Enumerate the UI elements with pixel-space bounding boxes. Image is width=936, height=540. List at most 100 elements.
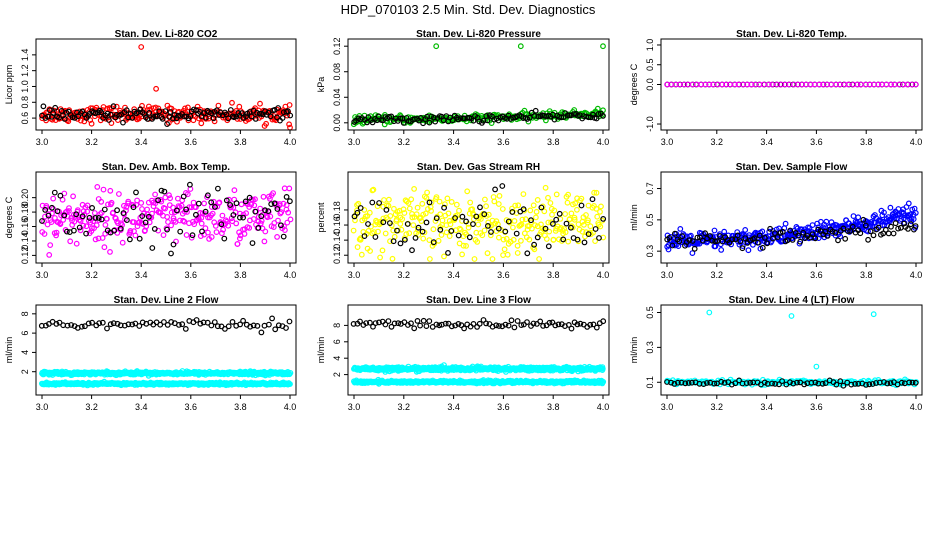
data-point: [107, 187, 114, 194]
data-point: [561, 226, 568, 232]
data-point: [905, 200, 912, 207]
data-point: [367, 319, 373, 326]
data-point: [420, 235, 427, 242]
data-point: [704, 380, 710, 386]
data-point: [552, 322, 559, 329]
panel-4: Stan. Dev. Amb. Box Temp.degrees C3.0 3.2…: [4, 162, 297, 280]
x-tick-label: 3.6: [810, 137, 823, 147]
data-point: [795, 232, 801, 239]
data-point: [526, 114, 533, 121]
data-point: [819, 380, 826, 387]
data-point: [70, 193, 76, 200]
data-point: [581, 239, 588, 246]
y-tick-label: 0.12: [332, 37, 342, 55]
data-point: [160, 232, 167, 239]
data-point: [162, 205, 169, 212]
data-point: [589, 196, 596, 203]
data-point: [761, 379, 768, 386]
data-point: [414, 204, 421, 211]
data-point: [500, 236, 507, 243]
data-point: [101, 206, 108, 213]
y-axis-label: degrees C: [4, 196, 14, 238]
data-point: [524, 319, 530, 326]
data-point: [247, 323, 254, 330]
plot-frame: [660, 304, 923, 396]
data-point: [39, 218, 45, 224]
data-point: [164, 322, 171, 328]
data-point: [145, 213, 152, 220]
y-tick-label: 0.5: [645, 214, 655, 227]
data-point: [483, 203, 490, 210]
data-point: [227, 107, 234, 113]
series-2: [39, 181, 293, 257]
data-point: [560, 236, 567, 243]
data-point: [235, 109, 242, 116]
y-tick-label: 0.12: [332, 246, 342, 264]
data-point: [565, 191, 571, 198]
data-point: [136, 235, 143, 242]
data-point: [382, 230, 389, 237]
data-point: [68, 322, 75, 328]
data-points: [350, 183, 607, 262]
data-point: [168, 222, 175, 229]
data-point: [402, 236, 408, 243]
data-point: [837, 378, 844, 385]
y-tick-label: 0.20: [20, 189, 30, 207]
data-point: [427, 256, 433, 262]
data-point: [269, 315, 276, 322]
data-point: [183, 206, 190, 213]
y-tick-label: 4: [20, 350, 30, 355]
data-point: [276, 201, 283, 207]
data-point: [481, 227, 488, 234]
data-point: [375, 228, 381, 235]
y-tick-label: -1.0: [645, 116, 655, 132]
plot-frame: [347, 171, 610, 264]
data-point: [102, 221, 109, 228]
data-point: [73, 240, 80, 247]
data-point: [562, 229, 569, 236]
data-point: [251, 202, 258, 209]
data-point: [428, 207, 435, 214]
data-point: [212, 222, 219, 229]
data-point: [873, 380, 879, 386]
data-point: [204, 319, 211, 326]
data-point: [555, 321, 562, 328]
data-point: [89, 204, 95, 211]
data-point: [466, 234, 473, 241]
data-point: [449, 117, 456, 124]
data-point: [352, 217, 358, 224]
data-point: [197, 320, 204, 327]
x-tick-label: 3.6: [185, 137, 198, 147]
data-point: [225, 323, 232, 330]
panel-title: Stan. Dev. Li-820 CO2: [115, 29, 218, 40]
data-point: [574, 236, 581, 243]
data-point: [270, 190, 277, 197]
data-point: [70, 227, 77, 234]
y-tick-label: 6: [332, 339, 342, 344]
data-point: [512, 202, 519, 209]
x-tick-label: 3.0: [661, 270, 674, 280]
data-point: [789, 236, 796, 243]
data-point: [420, 120, 427, 127]
data-point: [855, 214, 862, 221]
outlier-point: [706, 309, 713, 316]
data-point: [474, 238, 481, 245]
y-tick-label: 0.18: [332, 201, 342, 219]
x-tick-label: 3.2: [711, 402, 724, 412]
data-point: [370, 186, 377, 193]
y-axis-label: Licor ppm: [4, 65, 14, 105]
data-point: [463, 218, 470, 225]
data-point: [574, 321, 581, 328]
data-point: [882, 226, 889, 233]
x-tick-label: 3.2: [711, 137, 724, 147]
data-point: [152, 191, 159, 198]
y-tick-label: 4: [332, 356, 342, 361]
data-point: [78, 323, 85, 330]
data-point: [600, 378, 607, 385]
y-tick-label: 0.16: [20, 218, 30, 236]
outlier-point: [138, 44, 145, 50]
y-tick-label: 0.6: [20, 112, 30, 125]
data-points: [350, 43, 606, 128]
